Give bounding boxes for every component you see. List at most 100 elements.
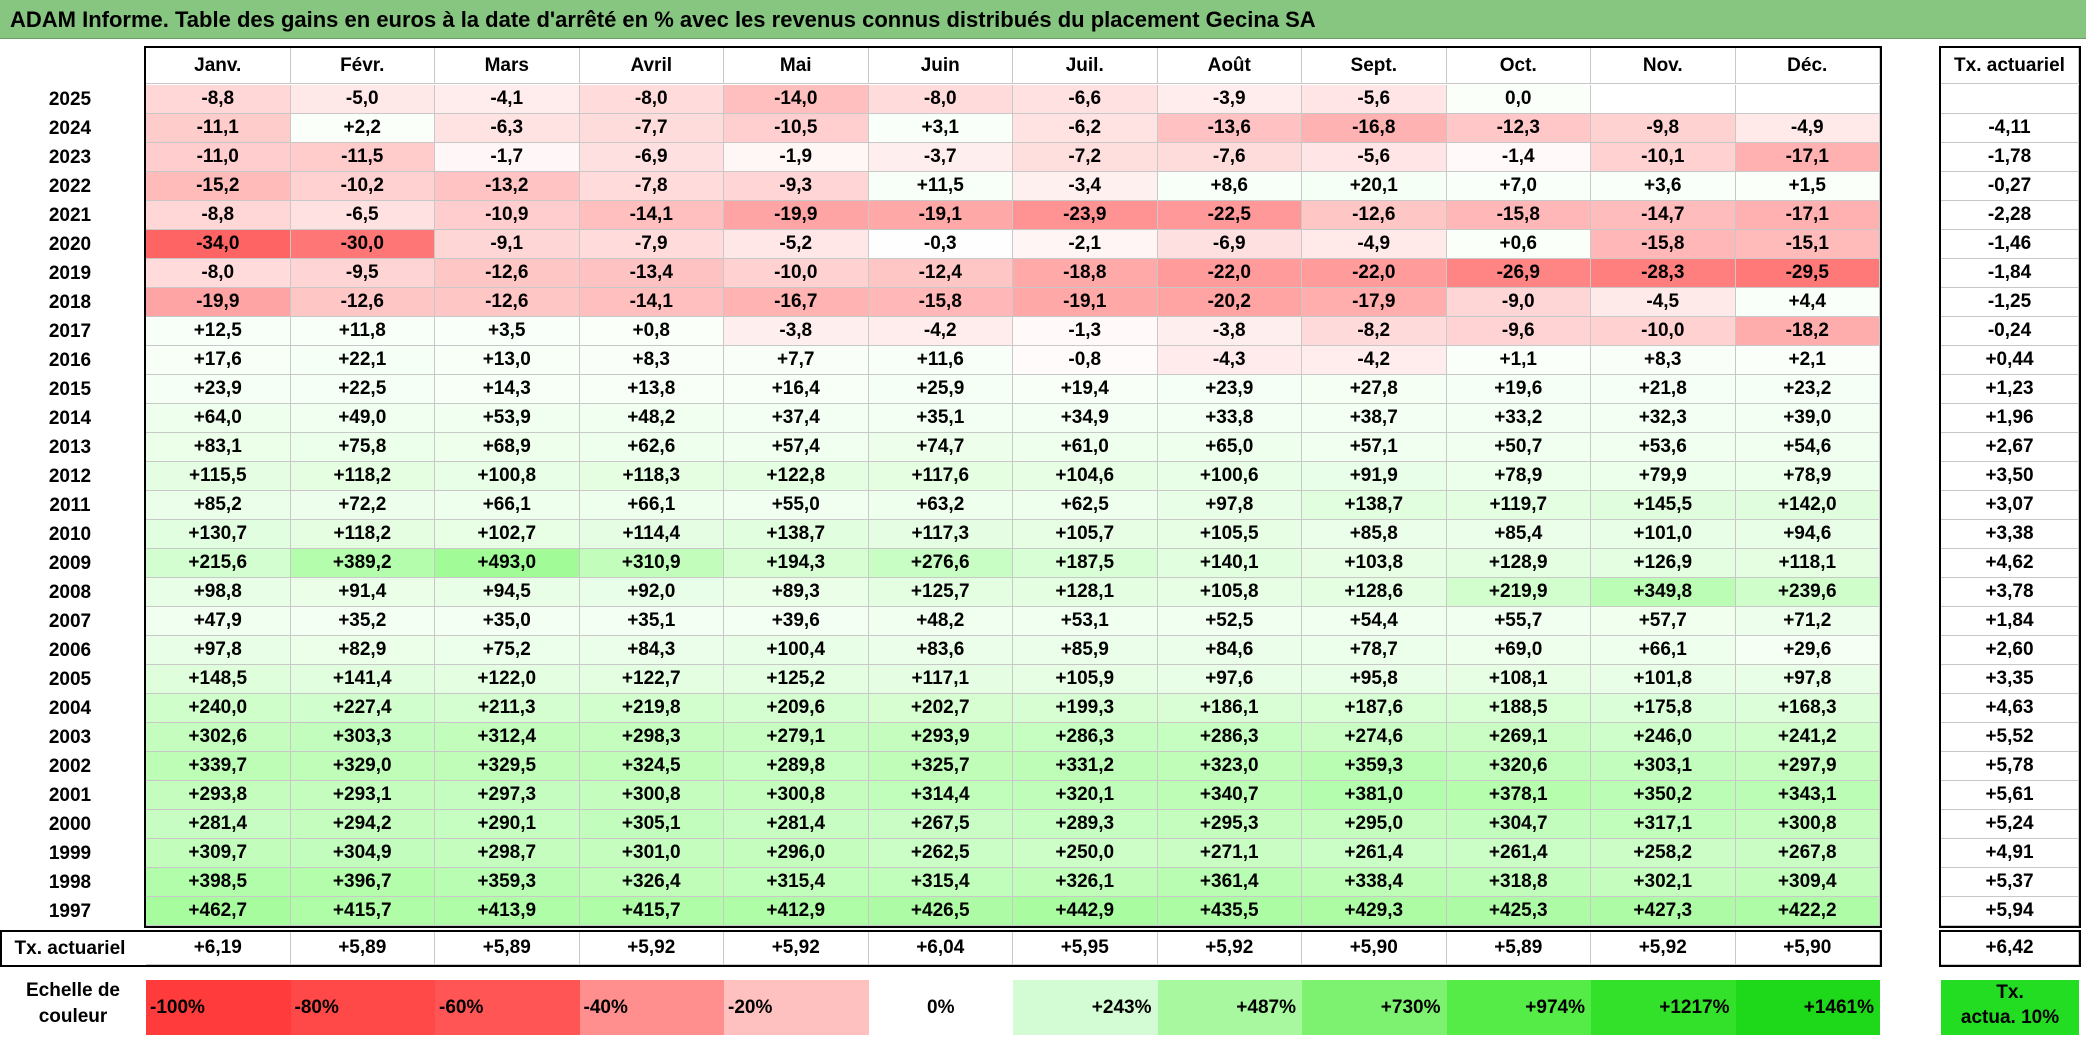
table-cell: +125,2 (724, 665, 869, 694)
table-cell: +49,0 (290, 404, 435, 433)
column-header: Janv. (146, 48, 291, 84)
table-cell: +125,7 (868, 578, 1013, 607)
table-cell: -4,9 (1735, 114, 1880, 143)
column-header: Mai (724, 48, 869, 84)
table-cell: -10,2 (290, 172, 435, 201)
row-year-label: 2013 (48, 436, 92, 458)
table-cell: +118,3 (579, 462, 724, 491)
table-cell: +102,7 (435, 520, 580, 549)
table-cell: +105,8 (1157, 578, 1302, 607)
table-cell: +118,2 (290, 462, 435, 491)
table-cell: +314,4 (868, 781, 1013, 810)
table-cell: +100,8 (435, 462, 580, 491)
table-cell: +297,9 (1735, 752, 1880, 781)
row-rate-cell: +5,37 (1941, 868, 2079, 897)
table-cell: +309,7 (146, 839, 291, 868)
table-cell: +295,3 (1157, 810, 1302, 839)
table-cell: +97,8 (1735, 665, 1880, 694)
row-rate-cell: +5,94 (1941, 897, 2079, 926)
table-cell: -9,5 (290, 259, 435, 288)
table-cell: -5,2 (724, 230, 869, 259)
table-cell: -1,9 (724, 143, 869, 172)
row-year-label: 2005 (48, 668, 92, 690)
table-cell: -3,9 (1157, 85, 1302, 114)
table-cell: -14,7 (1591, 201, 1736, 230)
table-cell: -6,3 (435, 114, 580, 143)
table-cell: +258,2 (1591, 839, 1736, 868)
table-cell: +63,2 (868, 491, 1013, 520)
legend-rate-line2: actua. 10% (1960, 1007, 2060, 1028)
table-cell: +241,2 (1735, 723, 1880, 752)
table-cell: +298,3 (579, 723, 724, 752)
table-cell: +415,7 (579, 897, 724, 926)
table-cell: -8,8 (146, 85, 291, 114)
table-cell: +426,5 (868, 897, 1013, 926)
row-rate-cell: +3,50 (1941, 462, 2079, 491)
table-cell: +23,9 (1157, 375, 1302, 404)
table-cell: +19,6 (1446, 375, 1591, 404)
table-cell: +35,0 (435, 607, 580, 636)
table-cell: +85,8 (1302, 520, 1447, 549)
table-cell: -7,6 (1157, 143, 1302, 172)
table-cell: +23,9 (146, 375, 291, 404)
table-cell: +250,0 (1013, 839, 1158, 868)
table-cell: +13,0 (435, 346, 580, 375)
table-cell: +267,8 (1735, 839, 1880, 868)
table-cell: +72,2 (290, 491, 435, 520)
table-cell: +35,1 (868, 404, 1013, 433)
table-cell: +97,8 (146, 636, 291, 665)
table-cell: +359,3 (435, 868, 580, 897)
table-cell: +101,8 (1591, 665, 1736, 694)
table-cell: +310,9 (579, 549, 724, 578)
table-cell: +37,4 (724, 404, 869, 433)
table-cell: +83,6 (868, 636, 1013, 665)
table-cell: +293,9 (868, 723, 1013, 752)
table-cell: -11,1 (146, 114, 291, 143)
table-cell: +329,0 (290, 752, 435, 781)
row-year-label: 2022 (48, 175, 92, 197)
table-cell: +62,5 (1013, 491, 1158, 520)
table-cell: +74,7 (868, 433, 1013, 462)
table-cell: -4,5 (1591, 288, 1736, 317)
title-bar: ADAM Informe. Table des gains en euros à… (0, 0, 2086, 39)
table-cell: +100,6 (1157, 462, 1302, 491)
row-year-label: 2000 (48, 813, 92, 835)
table-cell: +175,8 (1591, 694, 1736, 723)
footer-cell: +5,92 (1157, 932, 1302, 965)
table-cell: +55,0 (724, 491, 869, 520)
footer-cell: +5,95 (1013, 932, 1158, 965)
table-cell: +295,0 (1302, 810, 1447, 839)
legend-swatch: +730% (1302, 980, 1447, 1035)
table-cell: +126,9 (1591, 549, 1736, 578)
table-cell: +138,7 (724, 520, 869, 549)
row-year-label: 2014 (48, 407, 92, 429)
footer-cell: +6,04 (868, 932, 1013, 965)
table-cell: +261,4 (1302, 839, 1447, 868)
table-cell: +262,5 (868, 839, 1013, 868)
table-cell: -15,8 (1591, 230, 1736, 259)
table-cell: -14,1 (579, 288, 724, 317)
row-rate-cell: +2,60 (1941, 636, 2079, 665)
table-cell: +35,2 (290, 607, 435, 636)
table-cell: +83,1 (146, 433, 291, 462)
table-cell: -4,2 (1302, 346, 1447, 375)
table-cell: +141,4 (290, 665, 435, 694)
table-cell: +117,6 (868, 462, 1013, 491)
legend-swatch: -100% (146, 980, 291, 1035)
footer-rate-cell: +6,42 (1941, 932, 2079, 965)
table-cell: -9,8 (1591, 114, 1736, 143)
table-cell: +427,3 (1591, 897, 1736, 926)
table-cell: +315,4 (868, 868, 1013, 897)
table-cell: +122,7 (579, 665, 724, 694)
table-cell: -7,2 (1013, 143, 1158, 172)
table-cell: +11,8 (290, 317, 435, 346)
table-cell: -8,8 (146, 201, 291, 230)
table-cell: +103,8 (1302, 549, 1447, 578)
table-cell: +75,2 (435, 636, 580, 665)
table-cell: +435,5 (1157, 897, 1302, 926)
rate-column-header: Tx. actuariel (1941, 48, 2079, 84)
table-cell: +1,1 (1446, 346, 1591, 375)
table-cell: +85,4 (1446, 520, 1591, 549)
table-cell: +442,9 (1013, 897, 1158, 926)
table-cell: +16,4 (724, 375, 869, 404)
